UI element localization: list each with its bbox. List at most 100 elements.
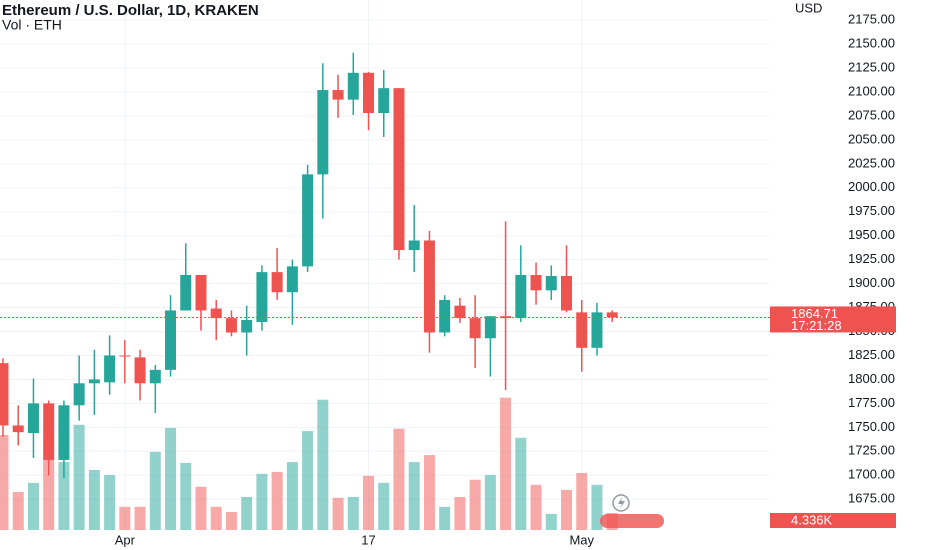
volume-bar <box>43 459 55 530</box>
candle-body <box>606 312 618 318</box>
volume-bar <box>58 462 70 530</box>
volume-bar <box>332 497 344 530</box>
grid <box>0 0 770 530</box>
volume-bar <box>423 455 435 530</box>
volume-bar <box>545 513 557 530</box>
candle-body <box>134 357 146 384</box>
x-tick-label: Apr <box>115 532 136 547</box>
candle-body <box>43 403 55 460</box>
y-tick-label: 1975.00 <box>848 203 895 218</box>
y-tick-label: 1925.00 <box>848 251 895 266</box>
y-tick-label: 2175.00 <box>848 12 895 27</box>
y-tick-label: 2075.00 <box>848 107 895 122</box>
volume-bar <box>256 473 268 530</box>
volume-bar <box>180 462 192 530</box>
volume-bar <box>27 482 39 530</box>
price-pane <box>0 52 770 479</box>
candle-body <box>286 266 298 293</box>
candle-body <box>576 312 588 348</box>
candle-body <box>104 355 116 383</box>
volume-bar <box>225 511 237 530</box>
y-tick-label: 2050.00 <box>848 131 895 146</box>
candle-body <box>317 90 329 175</box>
volume-bar <box>73 424 85 530</box>
volume-bar <box>119 506 131 530</box>
volume-bar <box>484 475 496 530</box>
volume-bar <box>271 471 283 530</box>
candle-body <box>12 425 24 433</box>
volume-bar <box>363 475 375 530</box>
candle-body <box>241 320 253 333</box>
price-axis <box>770 0 932 550</box>
y-tick-label: 1800.00 <box>848 371 895 386</box>
candle-body <box>515 275 527 319</box>
event-badge[interactable] <box>600 514 664 528</box>
volume-bar <box>165 427 177 530</box>
volume-bar <box>0 434 9 530</box>
volume-bar <box>530 484 542 530</box>
volume-pane <box>0 397 618 530</box>
y-tick-label: 2025.00 <box>848 155 895 170</box>
volume-bar <box>195 486 207 530</box>
y-tick-label: 1675.00 <box>848 491 895 506</box>
candle-body <box>180 275 192 311</box>
volume-bar <box>347 497 359 530</box>
candle-body <box>378 88 390 114</box>
candle-body <box>210 308 222 319</box>
volume-bar <box>393 428 405 530</box>
y-tick-label: 1725.00 <box>848 443 895 458</box>
candle-body <box>530 275 542 291</box>
volume-bar <box>317 399 329 530</box>
y-tick-label: 1825.00 <box>848 347 895 362</box>
candle-body <box>27 403 39 434</box>
volume-bar <box>469 479 481 530</box>
volume-bar <box>302 431 314 530</box>
volume-bar <box>576 473 588 530</box>
candle-body <box>454 305 466 319</box>
volume-bar <box>500 397 512 530</box>
volume-bar <box>210 506 222 530</box>
volume-bar <box>439 506 451 530</box>
volume-bar <box>104 475 116 530</box>
axis-unit: USD <box>795 0 822 15</box>
candle-body <box>119 355 131 357</box>
y-tick-label: 1775.00 <box>848 395 895 410</box>
candle-body <box>545 275 557 291</box>
candle-body <box>439 299 451 333</box>
volume-bar <box>88 469 100 530</box>
candle-body <box>393 88 405 251</box>
chart-title: Ethereum / U.S. Dollar, 1D, KRAKEN <box>2 2 259 19</box>
y-tick-label: 1700.00 <box>848 467 895 482</box>
x-tick-label: May <box>569 532 594 547</box>
candle-body <box>73 383 85 406</box>
candle-body <box>363 72 375 114</box>
last-price-label: 1864.71 <box>791 306 838 321</box>
axis-labels: 1675.00 1700.00 1725.00 1750.00 1775.00 1800.… <box>115 12 896 547</box>
candle-body <box>88 379 100 384</box>
countdown: 17:21:28 <box>791 318 842 333</box>
candle-body <box>0 363 9 426</box>
candle-body <box>195 275 207 311</box>
y-tick-label: 1900.00 <box>848 275 895 290</box>
y-tick-label: 2150.00 <box>848 36 895 51</box>
candle-body <box>302 174 314 267</box>
x-tick-label: 17 <box>361 532 375 547</box>
candle-body <box>225 318 237 333</box>
volume-label-box <box>770 513 896 528</box>
volume-bar <box>515 437 527 530</box>
volume-label: 4.336K <box>791 512 833 527</box>
volume-bar <box>408 462 420 530</box>
icon-bolt <box>618 497 625 509</box>
y-tick-label: 1950.00 <box>848 227 895 242</box>
volume-bar <box>454 497 466 530</box>
candle-body <box>469 318 481 339</box>
volume-legend: Vol · ETH <box>2 17 62 33</box>
candle-body <box>149 369 161 384</box>
volume-bar <box>286 462 298 530</box>
y-tick-label: 2125.00 <box>848 59 895 74</box>
candle-body <box>347 72 359 100</box>
y-tick-label: 2000.00 <box>848 179 895 194</box>
volume-bar <box>378 482 390 530</box>
price-label-box <box>770 306 896 333</box>
